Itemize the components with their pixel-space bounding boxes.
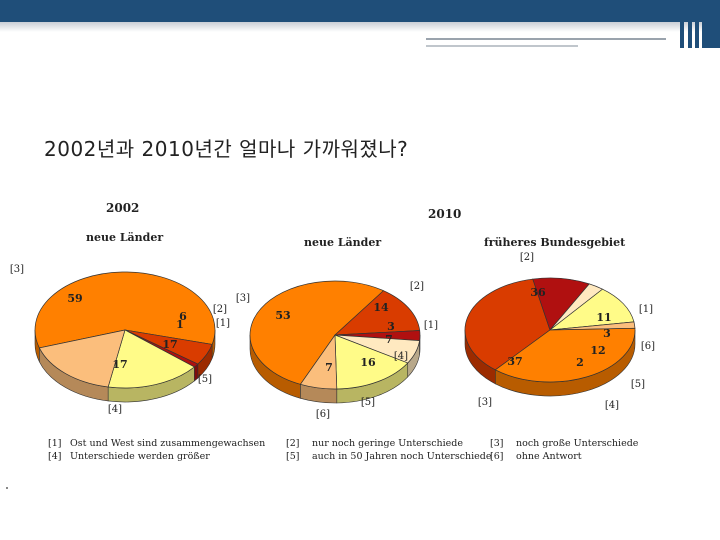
pie-slice-2-3: [548, 288, 635, 331]
slice-code-0-3: [5]: [198, 374, 212, 385]
slice-value-0-1: 6: [179, 310, 187, 323]
slide-corner-stripes: [680, 0, 720, 48]
slice-code-1-5: [4]: [394, 351, 408, 362]
pie-slice-1-4: [334, 334, 409, 390]
chart-title-2010-neue-laender: neue Länder: [304, 236, 381, 249]
slide-footer-dot: [6, 487, 8, 489]
slice-code-0-2: [1]: [216, 318, 230, 329]
slice-value-2-4: 2: [576, 356, 584, 369]
legend-code-4: [5]: [286, 451, 299, 462]
slice-value-2-0: 36: [530, 286, 546, 299]
slice-value-2-1: 11: [596, 311, 611, 324]
slice-value-1-3: 7: [325, 361, 333, 374]
slice-code-2-0: [2]: [520, 252, 534, 263]
slice-value-0-0: 59: [67, 292, 82, 305]
legend-text-0: Ost und West sind zusammengewachsen: [70, 438, 265, 449]
legend-code-1: [2]: [286, 438, 299, 449]
chart-title-2010-frueheres-bundesgebiet: früheres Bundesgebiet: [484, 236, 626, 249]
slide-accent-line: [426, 38, 666, 40]
slice-value-1-5: 7: [385, 333, 393, 346]
chart-title-2002-neue-laender: neue Länder: [86, 231, 163, 244]
legend-text-2: noch große Unterschiede: [516, 438, 639, 449]
slice-code-0-1: [2]: [213, 304, 227, 315]
pie-slice-1-1: [334, 290, 421, 336]
slide-top-bar: [0, 0, 720, 22]
slice-code-1-4: [5]: [361, 397, 375, 408]
slice-value-1-0: 53: [275, 309, 290, 322]
slice-value-0-3: 17: [162, 338, 177, 351]
slice-value-2-3: 12: [590, 344, 605, 357]
pie-chart-2: 36 11 3 12 2 37 [2] [1] [6] [5] [4] [3]: [464, 252, 655, 411]
slice-code-0-0: [3]: [10, 264, 24, 275]
slice-code-2-1: [1]: [639, 304, 653, 315]
slice-code-2-4: [4]: [605, 400, 619, 411]
legend-code-3: [4]: [48, 451, 61, 462]
slice-code-1-0: [3]: [236, 293, 250, 304]
legend-text-5: ohne Antwort: [516, 451, 582, 462]
pie-slice-2-5: [494, 327, 636, 383]
pie-slice-0-3: [107, 329, 195, 389]
pie-slice-1-5: [299, 333, 338, 390]
slice-code-1-1: [2]: [410, 281, 424, 292]
slice-value-1-4: 16: [360, 356, 376, 369]
slice-value-2-2: 3: [603, 327, 611, 340]
slice-code-0-4: [4]: [108, 404, 122, 415]
slice-value-1-1: 14: [373, 301, 389, 314]
slice-value-0-4: 17: [112, 358, 127, 371]
pie-slice-0-4: [38, 329, 126, 388]
slide-top-shadow: [0, 22, 720, 32]
slide-title: 2002년과 2010년간 얼마나 가까워졌나?: [44, 137, 409, 161]
pie-slice-1-0: [249, 280, 385, 385]
pie-slice-0-0: [34, 271, 216, 349]
slice-code-2-2: [6]: [641, 341, 655, 352]
slice-value-0-2: 1: [176, 318, 184, 331]
legend-code-5: [6]: [490, 451, 503, 462]
pie-slice-2-0: [464, 278, 551, 371]
legend-text-3: Unterschiede werden größer: [70, 451, 210, 462]
slice-code-2-5: [3]: [478, 397, 492, 408]
year-label-2010: 2010: [428, 207, 461, 221]
slide-accent-line: [426, 45, 578, 47]
slice-code-1-3: [6]: [316, 409, 330, 420]
year-label-2002: 2002: [106, 201, 139, 215]
slice-code-2-3: [5]: [631, 379, 645, 390]
slice-value-1-2: 3: [387, 320, 395, 333]
legend-text-4: auch in 50 Jahren noch Unterschiede: [312, 451, 492, 462]
legend-text-1: nur noch geringe Unterschiede: [312, 438, 463, 449]
slice-code-1-2: [1]: [424, 320, 438, 331]
pie-chart-0: 59 61 17 17 [3] [2] [1] [5] [4]: [10, 264, 230, 415]
legend-code-0: [1]: [48, 438, 61, 449]
slice-value-2-5: 37: [507, 355, 522, 368]
legend-code-2: [3]: [490, 438, 503, 449]
